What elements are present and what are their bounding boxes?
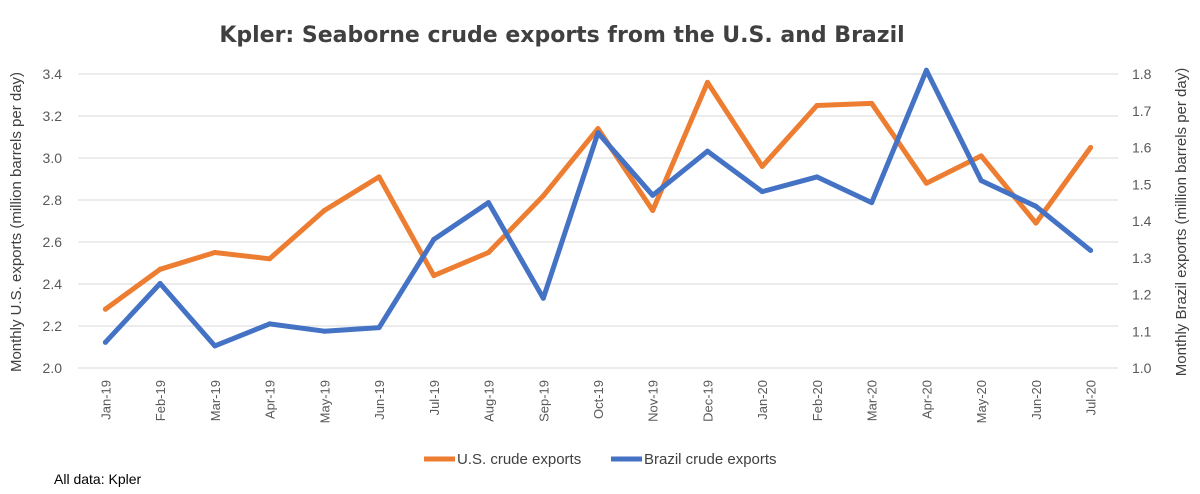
source-note: All data: Kpler: [54, 471, 141, 487]
x-tick-label: Oct-19: [591, 380, 606, 419]
data-point-brazil: [595, 130, 601, 136]
left-tick-label: 3.4: [43, 66, 63, 82]
x-tick-label: Feb-19: [153, 380, 168, 421]
x-tick-label: Jun-20: [1029, 380, 1044, 420]
data-point-us: [923, 180, 929, 186]
data-point-brazil: [267, 321, 273, 327]
data-point-us: [759, 163, 765, 169]
right-tick-label: 1.3: [1132, 250, 1152, 266]
x-tick-label: May-19: [317, 380, 332, 423]
data-point-brazil: [814, 174, 820, 180]
right-tick-label: 1.8: [1132, 66, 1152, 82]
left-tick-label: 2.2: [43, 318, 63, 334]
x-tick-label: Apr-20: [919, 380, 934, 419]
x-tick-label: Apr-19: [263, 380, 278, 419]
data-point-us: [540, 193, 546, 199]
data-point-us: [102, 306, 108, 312]
data-point-brazil: [923, 67, 929, 73]
data-point-us: [157, 266, 163, 272]
data-point-brazil: [705, 148, 710, 154]
legend: U.S. crude exports Brazil crude exports: [424, 451, 777, 468]
data-point-us: [814, 103, 820, 108]
x-tick-label: Dec-19: [700, 380, 715, 422]
data-point-brazil: [321, 328, 327, 334]
data-point-brazil: [212, 343, 218, 349]
right-tick-label: 1.5: [1132, 176, 1152, 192]
series-lines: [102, 67, 1094, 349]
x-tick-label: Aug-19: [482, 380, 497, 422]
x-tick-label: Nov-19: [646, 380, 661, 422]
series-line-brazil: [102, 67, 1094, 349]
left-tick-label: 3.0: [43, 150, 63, 166]
x-tick-label: Jul-19: [427, 380, 442, 415]
data-point-us: [267, 256, 273, 262]
data-point-brazil: [650, 192, 656, 198]
data-point-us: [595, 126, 601, 132]
right-axis-label: Monthly Brazil exports (million barrels …: [1173, 68, 1190, 376]
right-tick-label: 1.7: [1132, 103, 1152, 119]
left-tick-label: 3.2: [43, 108, 63, 124]
left-tick-label: 2.8: [43, 192, 63, 208]
x-tick-label: Mar-20: [865, 380, 880, 421]
data-point-us: [376, 174, 382, 180]
x-tick-label: Mar-19: [208, 380, 223, 421]
chart-title: Kpler: Seaborne crude exports from the U…: [219, 23, 904, 48]
data-point-us: [212, 250, 218, 255]
right-tick-label: 1.0: [1132, 360, 1152, 376]
x-tick-label: Jan-19: [98, 380, 113, 420]
x-tick-label: May-20: [974, 380, 989, 423]
right-tick-label: 1.1: [1132, 323, 1152, 339]
left-axis-label: Monthly U.S. exports (million barrels pe…: [8, 72, 25, 372]
right-tick-label: 1.2: [1132, 287, 1152, 303]
left-tick-label: 2.0: [43, 360, 63, 376]
data-point-us: [486, 250, 491, 255]
data-point-us: [650, 208, 656, 213]
x-tick-label: Sep-19: [536, 380, 551, 422]
legend-label-brazil: Brazil crude exports: [644, 451, 777, 468]
x-tick-label: Jun-19: [372, 380, 387, 420]
data-point-us: [978, 153, 984, 159]
right-tick-label: 1.6: [1132, 140, 1152, 156]
data-point-us: [431, 273, 437, 279]
data-point-brazil: [540, 295, 546, 301]
data-point-brazil: [431, 236, 437, 242]
data-point-brazil: [157, 281, 163, 286]
gridlines: [78, 73, 1118, 369]
x-tick-label: Jul-20: [1084, 380, 1099, 415]
data-point-brazil: [759, 189, 765, 195]
left-tick-label: 2.6: [43, 234, 63, 250]
x-tick-label: Jan-20: [755, 380, 770, 420]
data-point-brazil: [978, 178, 984, 184]
data-point-us: [321, 208, 327, 213]
data-point-brazil: [102, 339, 108, 345]
data-point-us: [1088, 145, 1094, 150]
x-tick-label: Feb-20: [810, 380, 825, 421]
right-axis-ticks: 1.0 1.1 1.2 1.3 1.4 1.5 1.6 1.7 1.8: [1132, 66, 1152, 376]
data-point-brazil: [869, 200, 875, 206]
data-point-us: [1033, 220, 1039, 226]
x-axis-ticks: Jan-19 Feb-19 Mar-19 Apr-19 May-19 Jun-19 Jul-…: [98, 380, 1098, 423]
right-tick-label: 1.4: [1132, 213, 1152, 229]
left-tick-label: 2.4: [43, 276, 63, 292]
data-point-us: [869, 100, 875, 106]
legend-label-us: U.S. crude exports: [457, 451, 581, 468]
data-point-brazil: [1033, 203, 1039, 209]
data-point-brazil: [1088, 247, 1094, 253]
data-point-brazil: [486, 200, 491, 206]
data-point-brazil: [376, 325, 382, 331]
left-axis-ticks: 2.0 2.2 2.4 2.6 2.8 3.0 3.2 3.4: [43, 66, 63, 376]
data-point-us: [705, 79, 710, 85]
